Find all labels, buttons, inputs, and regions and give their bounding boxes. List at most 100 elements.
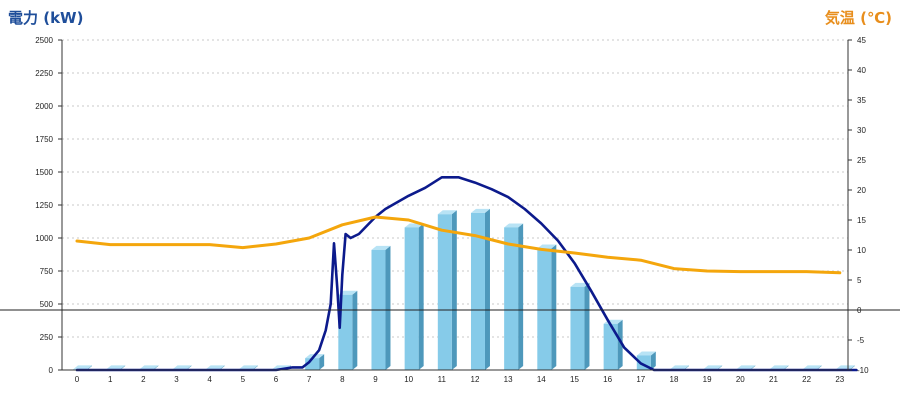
bar-front [570,286,585,370]
bar-top [470,208,490,213]
y-left-tick-label: 2000 [35,102,53,111]
bar [338,290,358,370]
x-tick-label: 17 [636,375,645,384]
x-tick-label: 11 [438,375,447,384]
y-right-tick-label: 0 [857,306,862,315]
power-line [75,176,858,372]
bar-series [73,208,855,371]
bar-side [551,244,557,370]
bar-top [669,365,689,370]
y-left-tick-label: 1500 [35,168,53,177]
bar-top [802,365,822,370]
y-right-tick-label: 35 [857,96,866,105]
bar [537,244,557,370]
bar-top [238,365,258,370]
y-right-tick-label: 30 [857,126,866,135]
x-tick-label: 5 [241,375,246,384]
tick-labels: 02505007501000125015001750200022502500-1… [35,36,869,384]
y-left-tick-label: 0 [49,366,54,375]
y-right-tick-label: 45 [857,36,866,45]
y-left-tick-label: 1250 [35,201,53,210]
y-left-tick-label: 2500 [35,36,53,45]
bar [404,223,424,370]
y-right-tick-label: -5 [857,336,865,345]
bar-side [451,210,457,370]
x-tick-label: 1 [108,375,113,384]
y-right-tick-label: 40 [857,66,866,75]
bar-top [736,365,756,370]
y-left-tick-label: 750 [40,267,54,276]
line-series [75,176,858,372]
bar-front [504,227,519,370]
x-tick-label: 2 [141,375,146,384]
bar-top [106,365,126,370]
bar-side [650,351,656,370]
x-tick-label: 10 [404,375,413,384]
bar-front [305,358,320,370]
bar-side [518,223,524,370]
x-tick-label: 4 [207,375,212,384]
bar-side [484,208,490,370]
x-tick-label: 20 [736,375,745,384]
bar-front [537,248,552,370]
bar-front [338,294,353,370]
y-right-tick-label: 5 [857,276,862,285]
bar [371,245,391,370]
bar-side [352,290,358,370]
x-tick-label: 0 [75,375,80,384]
x-tick-label: 22 [802,375,811,384]
y-left-tick-label: 2250 [35,69,53,78]
bar-top [835,365,855,370]
bar-front [404,227,419,370]
bar-top [205,365,225,370]
bar [570,282,590,370]
bar-front [603,323,618,370]
x-tick-label: 9 [373,375,378,384]
y-right-tick-label: 10 [857,246,866,255]
bar-top [172,365,192,370]
x-tick-label: 8 [340,375,345,384]
x-tick-label: 12 [471,375,480,384]
bar-side [418,223,424,370]
x-tick-label: 7 [307,375,312,384]
bar-top [703,365,723,370]
bar [504,223,524,370]
x-tick-label: 14 [537,375,546,384]
x-tick-label: 23 [835,375,844,384]
bar-front [437,214,452,370]
y-left-tick-label: 250 [40,333,54,342]
bar-top [636,351,656,356]
x-tick-label: 15 [570,375,579,384]
bar-top [139,365,159,370]
bar-top [537,244,557,249]
bar-side [584,282,590,370]
y-left-tick-label: 1000 [35,234,53,243]
bar-top [437,210,457,215]
y-axis-right-title: 気温 (℃) [825,9,892,27]
y-right-tick-label: 25 [857,156,866,165]
bar-top [338,290,358,295]
temperature-line [75,215,842,275]
y-left-tick-label: 500 [40,300,54,309]
bar-top [504,223,524,228]
x-tick-label: 19 [703,375,712,384]
axes [0,39,900,371]
x-tick-label: 13 [504,375,513,384]
bar-front [470,212,485,370]
bar-top [769,365,789,370]
bar [470,208,490,370]
bar-side [617,319,623,370]
x-tick-label: 21 [769,375,778,384]
x-tick-label: 3 [174,375,179,384]
y-axis-left-title: 電力 (kW) [8,9,83,27]
bar-side [319,354,325,370]
x-tick-label: 18 [670,375,679,384]
y-right-tick-label: -10 [857,366,869,375]
x-tick-label: 6 [274,375,279,384]
y-right-tick-label: 15 [857,216,866,225]
bar-top [570,282,590,287]
bar [437,210,457,370]
y-right-tick-label: 20 [857,186,866,195]
x-tick-label: 16 [603,375,612,384]
